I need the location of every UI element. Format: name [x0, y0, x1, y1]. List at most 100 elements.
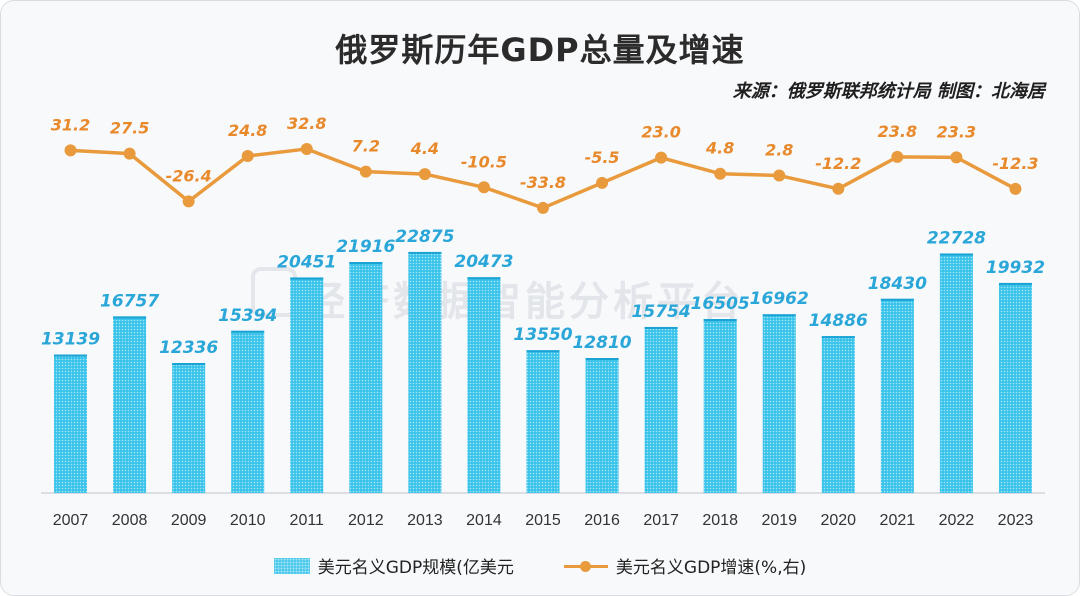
bar-cap-2013 [408, 251, 442, 254]
x-tick-2015: 2015 [525, 512, 561, 529]
bar-label-2017: 15754 [632, 302, 691, 322]
bar-2011 [290, 277, 324, 493]
bar-2013 [408, 251, 442, 493]
bar-2016 [585, 358, 619, 493]
growth-label-2020: -12.2 [815, 154, 861, 173]
legend-bar-label: 美元名义GDP规模(亿美元 [317, 558, 514, 578]
x-tick-2009: 2009 [171, 512, 207, 529]
growth-point-2017 [655, 151, 668, 164]
legend-bar-swatch [273, 557, 310, 574]
growth-label-2022: 23.3 [937, 122, 976, 141]
bar-cap-2017 [644, 326, 678, 329]
x-tick-2018: 2018 [702, 512, 738, 529]
bar-cap-2021 [880, 298, 914, 301]
bar-label-2023: 19932 [986, 258, 1045, 278]
bar-label-2022: 22728 [927, 228, 986, 248]
growth-point-2012 [359, 165, 372, 178]
x-tick-2023: 2023 [998, 512, 1034, 529]
bar-2017 [644, 326, 678, 493]
growth-label-2009: -26.4 [166, 166, 212, 185]
bar-label-2018: 16505 [691, 294, 750, 314]
bar-label-2020: 14886 [809, 311, 868, 331]
bar-2022 [939, 253, 973, 493]
growth-label-2012: 7.2 [352, 137, 380, 156]
growth-label-2013: 4.4 [410, 139, 439, 158]
growth-label-2021: 23.8 [878, 122, 917, 141]
growth-label-2014: -10.5 [461, 152, 507, 171]
bar-label-2009: 12336 [159, 338, 218, 358]
bar-cap-2019 [762, 314, 796, 317]
growth-point-2022 [950, 151, 963, 164]
bar-label-2008: 16757 [100, 291, 159, 311]
growth-label-2011: 32.8 [287, 114, 326, 133]
bar-2021 [880, 298, 914, 493]
legend-line-label: 美元名义GDP增速(%,右) [615, 558, 807, 578]
x-tick-2017: 2017 [643, 512, 679, 529]
bar-label-2013: 22875 [395, 227, 454, 247]
bar-label-2015: 13550 [513, 325, 572, 345]
bar-cap-2022 [939, 253, 973, 256]
bar-2015 [526, 350, 560, 493]
bar-cap-2014 [467, 277, 501, 280]
growth-point-2023 [1009, 182, 1022, 195]
x-tick-2012: 2012 [348, 512, 384, 529]
growth-label-2008: 27.5 [110, 119, 149, 138]
x-tick-2021: 2021 [880, 512, 916, 529]
bar-cap-2009 [172, 362, 206, 365]
bar-label-2021: 18430 [868, 274, 927, 294]
chart-legend: 美元名义GDP规模(亿美元 美元名义GDP增速(%,右) [1, 553, 1079, 578]
bar-2012 [349, 262, 383, 493]
bar-2014 [467, 277, 501, 493]
growth-label-2007: 31.2 [51, 115, 90, 134]
growth-point-2009 [182, 195, 195, 208]
growth-point-2015 [537, 201, 549, 214]
bar-cap-2015 [526, 350, 560, 353]
bar-2009 [172, 362, 206, 493]
bar-2019 [762, 314, 796, 493]
x-tick-2007: 2007 [53, 512, 89, 529]
legend-item-bar: 美元名义GDP规模(亿美元 [273, 553, 514, 578]
growth-label-2010: 24.8 [228, 121, 267, 140]
x-tick-2010: 2010 [230, 512, 266, 529]
bar-2007 [54, 354, 88, 493]
bar-cap-2018 [703, 319, 737, 322]
growth-label-2023: -12.3 [992, 154, 1038, 173]
bar-2020 [821, 336, 855, 493]
x-tick-2014: 2014 [466, 512, 502, 529]
bar-label-2016: 12810 [572, 333, 631, 353]
bar-cap-2020 [821, 336, 855, 339]
bar-label-2010: 15394 [218, 306, 277, 326]
bar-label-2011: 20451 [277, 252, 336, 272]
chart-title: 俄罗斯历年GDP总量及增速 [335, 31, 745, 69]
bar-cap-2008 [113, 316, 147, 319]
growth-point-2016 [596, 176, 609, 189]
x-tick-2022: 2022 [939, 512, 975, 529]
bar-cap-2011 [290, 277, 324, 280]
x-tick-2013: 2013 [407, 512, 443, 529]
bar-cap-2016 [585, 358, 619, 361]
bar-label-2014: 20473 [454, 252, 513, 272]
growth-point-2014 [477, 181, 490, 194]
x-tick-2016: 2016 [584, 512, 620, 529]
x-tick-2020: 2020 [820, 512, 856, 529]
growth-point-2018 [714, 167, 727, 180]
x-tick-2019: 2019 [761, 512, 797, 529]
growth-point-2008 [123, 147, 136, 160]
bar-2010 [231, 330, 265, 493]
bar-2018 [703, 319, 737, 493]
chart-source: 来源：俄罗斯联邦统计局 制图：北海居 [732, 81, 1045, 102]
legend-item-line: 美元名义GDP增速(%,右) [563, 553, 807, 578]
growth-point-2019 [773, 169, 786, 182]
bar-label-2012: 21916 [336, 237, 395, 257]
bar-2023 [998, 282, 1032, 493]
growth-point-2020 [832, 182, 845, 195]
growth-point-2013 [418, 168, 431, 181]
x-tick-2011: 2011 [290, 512, 325, 529]
bar-cap-2023 [998, 282, 1032, 285]
growth-label-2017: 23.0 [641, 123, 680, 142]
growth-label-2015: -33.8 [520, 173, 566, 192]
bar-label-2007: 13139 [41, 330, 100, 350]
bar-cap-2007 [54, 354, 88, 357]
